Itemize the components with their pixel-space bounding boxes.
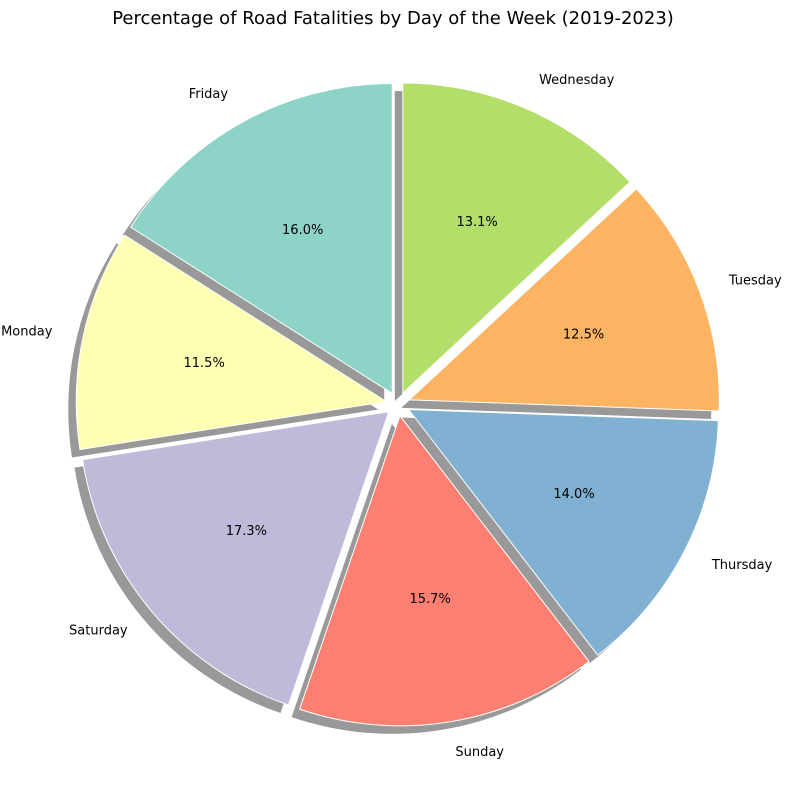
category-label-wednesday: Wednesday — [539, 73, 615, 88]
pie-slice-sunday — [298, 414, 590, 727]
percent-label-tuesday: 12.5% — [563, 327, 604, 342]
pie-slice-saturday — [81, 411, 390, 706]
category-label-saturday: Saturday — [69, 623, 128, 638]
percent-labels: 16.0% 11.5% 17.3% 15.7% 14.0% 12.5% 13.1% — [184, 215, 605, 607]
pie-slice-monday — [75, 234, 388, 451]
category-label-tuesday: Tuesday — [728, 273, 782, 288]
percent-label-saturday: 17.3% — [226, 524, 267, 539]
category-labels: Friday Monday Saturday Sunday Thursday Tuesda… — [1, 73, 782, 760]
category-label-friday: Friday — [189, 87, 229, 102]
percent-label-friday: 16.0% — [282, 223, 323, 238]
percent-label-sunday: 15.7% — [410, 592, 451, 607]
pie-slices — [75, 82, 720, 727]
pie-slice-wednesday — [402, 82, 631, 395]
category-label-sunday: Sunday — [455, 745, 504, 760]
chart-title: Percentage of Road Fatalities by Day of … — [112, 8, 674, 29]
pie-slice-tuesday — [408, 188, 720, 412]
percent-label-monday: 11.5% — [184, 356, 225, 371]
pie-slice-friday — [129, 82, 393, 395]
percent-label-wednesday: 13.1% — [456, 215, 497, 230]
pie-slice-thursday — [407, 408, 719, 656]
category-label-thursday: Thursday — [711, 558, 773, 573]
category-label-monday: Monday — [1, 324, 53, 339]
percent-label-thursday: 14.0% — [553, 487, 594, 502]
